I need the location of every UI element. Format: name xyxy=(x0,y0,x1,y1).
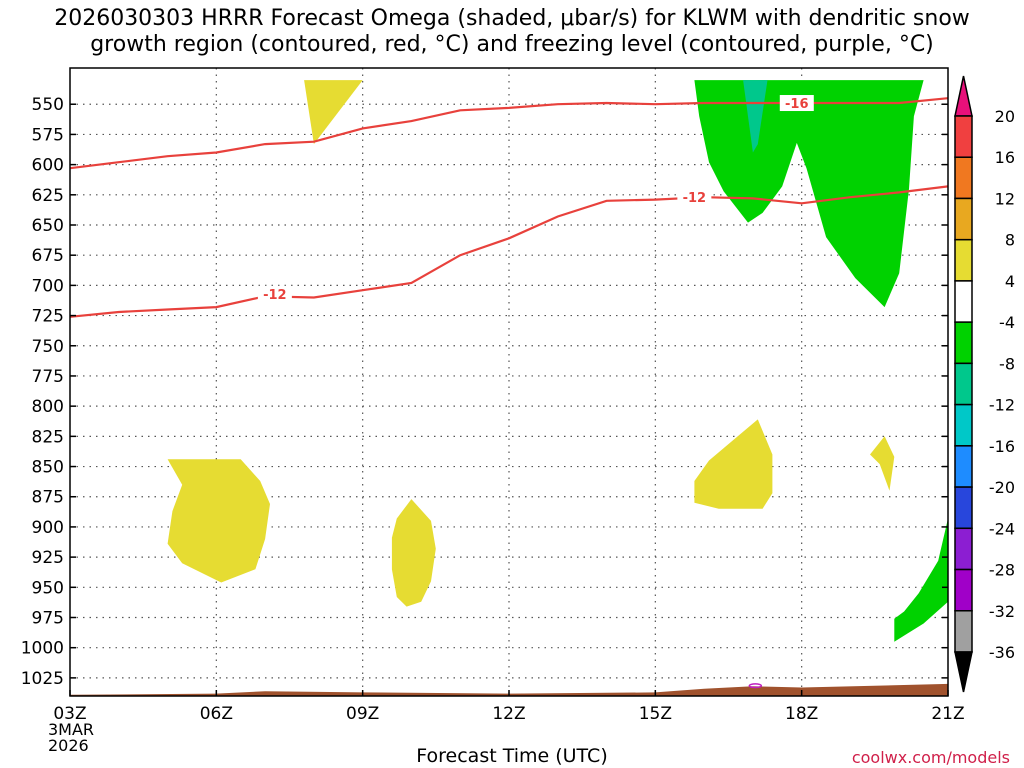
colorbar-tick-12: -32 xyxy=(989,602,1015,621)
colorbar-bin-4 xyxy=(954,280,973,323)
colorbar-tick-2: 12 xyxy=(995,189,1015,208)
start-date-year: 2026 xyxy=(48,736,89,755)
plot-grid xyxy=(70,68,948,696)
y-tick-label-550: 550 xyxy=(32,95,64,115)
y-tick-label-925: 925 xyxy=(32,548,64,568)
colorbar-bottom-arrow xyxy=(954,651,973,693)
colorbar-tick-4: 4 xyxy=(1005,272,1015,291)
shaded-regions xyxy=(167,80,948,642)
x-tick-label-3: 12Z xyxy=(492,704,525,724)
colorbar-bin-12 xyxy=(954,610,973,653)
y-tick-label-725: 725 xyxy=(32,307,64,327)
y-axis-ticks: 550 575 600 625 650 675 700 725 750 775 800 825 850 8… xyxy=(21,95,948,689)
y-tick-label-775: 775 xyxy=(32,367,64,387)
credit-link[interactable]: coolwx.com/models xyxy=(851,748,1010,767)
y-tick-label-650: 650 xyxy=(32,216,64,236)
y-tick-label-1000: 1000 xyxy=(21,639,64,659)
colorbar-bin-9 xyxy=(954,486,973,530)
y-tick-label-600: 600 xyxy=(32,156,64,176)
colorbar-bin-3 xyxy=(954,238,973,282)
x-tick-label-4: 15Z xyxy=(639,704,672,724)
y-tick-label-850: 850 xyxy=(32,458,64,478)
contour-label-bg-1 xyxy=(677,189,712,206)
contour-label-2: -12 xyxy=(263,288,287,303)
colorbar-bin-11 xyxy=(954,568,973,612)
shaded-region-3 xyxy=(694,419,773,509)
y-tick-label-1025: 1025 xyxy=(21,669,64,689)
colorbar-tick-0: 20 xyxy=(995,107,1015,126)
shaded-region-1 xyxy=(167,459,270,583)
y-tick-label-825: 825 xyxy=(32,427,64,447)
colorbar-tick-3: 8 xyxy=(1005,231,1015,250)
colorbar-bin-2 xyxy=(954,197,973,241)
colorbar-tick-10: -24 xyxy=(989,519,1015,538)
x-tick-label-0: 03Z xyxy=(53,704,86,724)
terrain xyxy=(70,683,948,696)
x-tick-label-6: 21Z xyxy=(931,704,964,724)
start-date: 3MAR 2026 xyxy=(48,722,94,754)
chart-title-line2: growth region (contoured, red, °C) and f… xyxy=(90,32,934,57)
x-axis-label: Forecast Time (UTC) xyxy=(416,745,608,767)
shaded-region-2 xyxy=(391,499,436,607)
shaded-region-7 xyxy=(894,518,948,642)
y-tick-label-675: 675 xyxy=(32,246,64,266)
y-tick-label-700: 700 xyxy=(32,276,64,296)
colorbar-tick-1: 16 xyxy=(995,148,1015,167)
colorbar-bin-5 xyxy=(954,321,973,365)
colorbar-bin-7 xyxy=(954,403,973,447)
y-tick-label-875: 875 xyxy=(32,488,64,508)
colorbar-bin-8 xyxy=(954,445,973,488)
start-date-day: 3MAR xyxy=(48,720,95,739)
chart-title: 2026030303 HRRR Forecast Omega (shaded, … xyxy=(0,6,1024,58)
y-tick-label-900: 900 xyxy=(32,518,64,538)
isotherm-line-1 xyxy=(70,185,948,318)
colorbar-tick-6: -8 xyxy=(999,354,1015,373)
x-tick-label-1: 06Z xyxy=(200,704,233,724)
colorbar-top-arrow xyxy=(954,75,973,117)
chart-title-line1: 2026030303 HRRR Forecast Omega (shaded, … xyxy=(54,6,970,31)
colorbar-bin-0 xyxy=(954,115,973,158)
y-tick-label-800: 800 xyxy=(32,397,64,417)
contour-label-1: -12 xyxy=(683,191,707,206)
x-axis-ticks: 03Z 06Z 09Z 12Z 15Z 18Z 21Z xyxy=(53,690,965,724)
y-tick-label-625: 625 xyxy=(32,186,64,206)
freezing-level-contour xyxy=(748,683,763,689)
shaded-region-6 xyxy=(743,80,768,153)
terrain-fill xyxy=(70,683,948,696)
colorbar-tick-11: -28 xyxy=(989,561,1015,580)
y-tick-label-950: 950 xyxy=(32,578,64,598)
colorbar-bin-1 xyxy=(954,156,973,200)
colorbar: 20 16 12 8 4 -4 -8 -12 -16 -20 -24 -28 -32 -36 xyxy=(954,75,1015,693)
colorbar-tick-7: -12 xyxy=(989,396,1015,415)
y-tick-label-750: 750 xyxy=(32,337,64,357)
shaded-region-4 xyxy=(870,436,895,491)
colorbar-bin-6 xyxy=(954,362,973,406)
x-tick-label-5: 18Z xyxy=(785,704,818,724)
x-tick-label-2: 09Z xyxy=(346,704,379,724)
contour-label-bg-0 xyxy=(779,95,814,112)
colorbar-tick-9: -20 xyxy=(989,478,1015,497)
isotherm-contours: -16 -12 -12 xyxy=(70,95,948,318)
shaded-region-0 xyxy=(304,80,363,145)
colorbar-tick-8: -16 xyxy=(989,437,1015,456)
colorbar-bin-10 xyxy=(954,527,973,571)
colorbar-tick-13: -36 xyxy=(989,643,1015,662)
contour-label-0: -16 xyxy=(785,97,809,112)
contour-label-bg-2 xyxy=(257,285,292,302)
colorbar-tick-5: -4 xyxy=(999,313,1015,332)
y-tick-label-575: 575 xyxy=(32,125,64,145)
y-tick-label-975: 975 xyxy=(32,609,64,629)
